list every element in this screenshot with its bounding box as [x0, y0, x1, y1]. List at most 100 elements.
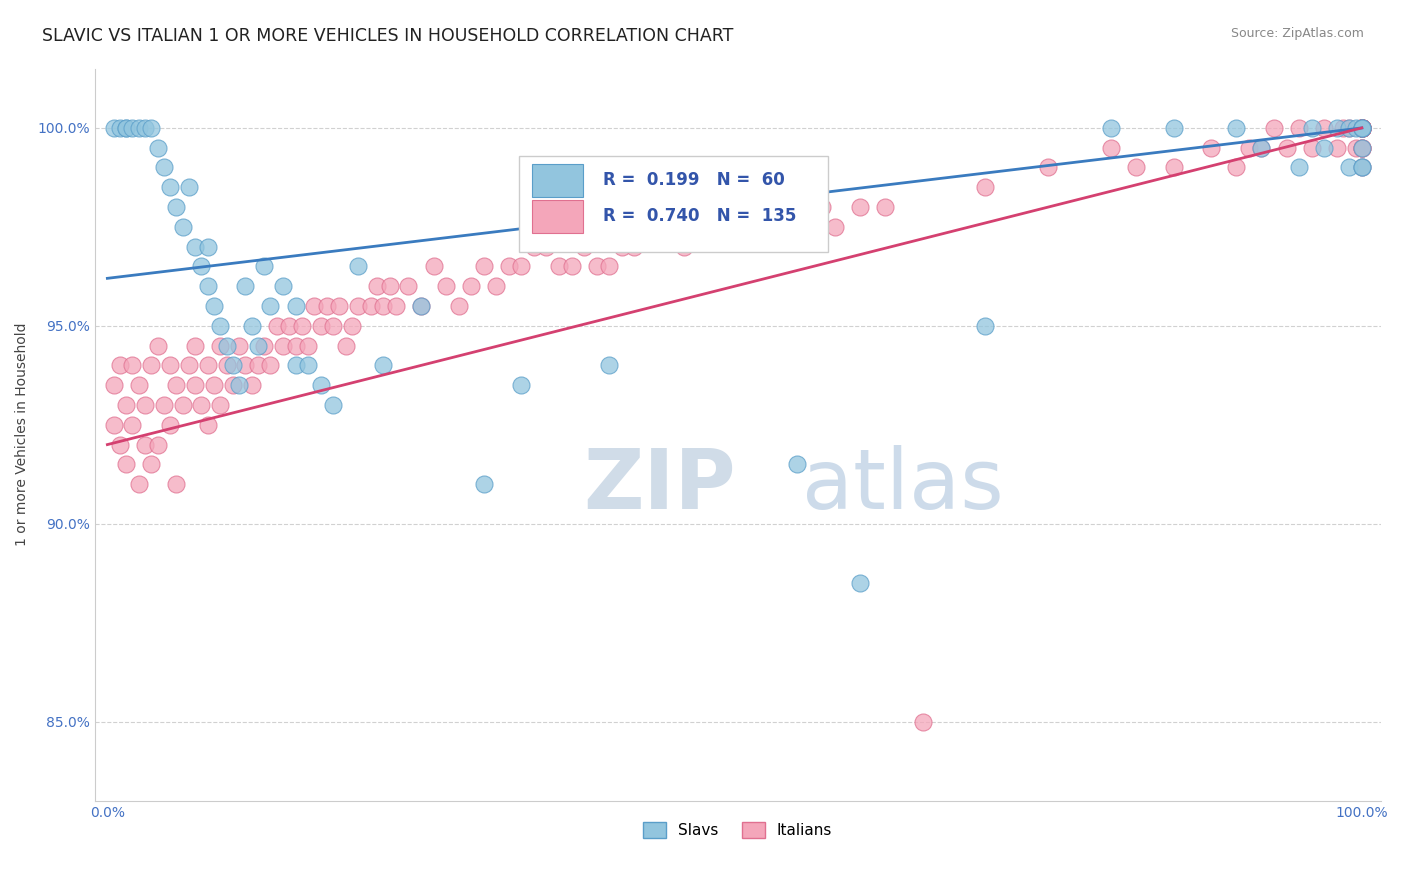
Point — [1351, 120, 1374, 135]
Point — [1351, 120, 1374, 135]
Point — [128, 477, 150, 491]
Point — [1351, 120, 1374, 135]
Point — [309, 378, 332, 392]
Point — [284, 299, 307, 313]
Point — [1351, 120, 1374, 135]
Point — [824, 219, 846, 234]
Point — [460, 279, 482, 293]
Point — [128, 120, 150, 135]
Point — [322, 398, 344, 412]
Point — [723, 200, 745, 214]
Point — [297, 359, 319, 373]
Point — [1275, 141, 1298, 155]
Point — [121, 417, 143, 432]
Point — [434, 279, 457, 293]
Point — [284, 338, 307, 352]
Point — [1351, 120, 1374, 135]
Point — [1351, 120, 1374, 135]
Point — [648, 219, 671, 234]
Point — [360, 299, 382, 313]
Point — [202, 378, 225, 392]
Point — [165, 477, 187, 491]
Point — [1351, 120, 1374, 135]
Legend: Slavs, Italians: Slavs, Italians — [637, 816, 838, 845]
Point — [1326, 120, 1348, 135]
Point — [322, 318, 344, 333]
Point — [134, 120, 156, 135]
Point — [1201, 141, 1223, 155]
Point — [1351, 120, 1374, 135]
Text: Source: ZipAtlas.com: Source: ZipAtlas.com — [1230, 27, 1364, 40]
Point — [1339, 120, 1361, 135]
FancyBboxPatch shape — [531, 201, 583, 234]
Point — [278, 318, 301, 333]
Point — [748, 219, 770, 234]
Point — [1288, 120, 1310, 135]
Point — [849, 200, 872, 214]
Point — [409, 299, 432, 313]
Point — [498, 260, 520, 274]
Point — [1344, 141, 1367, 155]
Point — [1351, 120, 1374, 135]
Point — [849, 576, 872, 591]
Point — [510, 378, 533, 392]
Point — [209, 318, 232, 333]
Point — [184, 338, 207, 352]
Point — [228, 378, 250, 392]
Point — [115, 458, 138, 472]
Point — [121, 120, 143, 135]
Point — [159, 417, 181, 432]
Point — [1351, 141, 1374, 155]
Point — [366, 279, 388, 293]
Point — [735, 200, 758, 214]
Point — [146, 338, 169, 352]
Point — [197, 417, 219, 432]
Point — [1351, 120, 1374, 135]
Point — [447, 299, 470, 313]
Point — [623, 240, 645, 254]
Point — [153, 398, 176, 412]
Point — [146, 437, 169, 451]
FancyBboxPatch shape — [531, 164, 583, 196]
Point — [315, 299, 337, 313]
Point — [711, 219, 734, 234]
Point — [373, 299, 395, 313]
Point — [1099, 120, 1122, 135]
Point — [340, 318, 363, 333]
Point — [134, 398, 156, 412]
Point — [184, 240, 207, 254]
Point — [103, 378, 125, 392]
Point — [128, 378, 150, 392]
Point — [636, 219, 658, 234]
Y-axis label: 1 or more Vehicles in Household: 1 or more Vehicles in Household — [15, 323, 30, 547]
Point — [190, 260, 212, 274]
Point — [1038, 161, 1060, 175]
Point — [172, 398, 194, 412]
Point — [235, 279, 257, 293]
Point — [103, 120, 125, 135]
Point — [385, 299, 408, 313]
Text: ZIP: ZIP — [583, 445, 735, 526]
Point — [1339, 161, 1361, 175]
Point — [134, 437, 156, 451]
Point — [911, 714, 934, 729]
Point — [1351, 120, 1374, 135]
Point — [1351, 120, 1374, 135]
Point — [1099, 141, 1122, 155]
Point — [115, 120, 138, 135]
Point — [141, 458, 163, 472]
Point — [378, 279, 401, 293]
Point — [197, 359, 219, 373]
Point — [1163, 120, 1185, 135]
Point — [172, 219, 194, 234]
Point — [1351, 120, 1374, 135]
Point — [1163, 161, 1185, 175]
Point — [472, 260, 495, 274]
Point — [215, 338, 238, 352]
Point — [1351, 161, 1374, 175]
Point — [1225, 161, 1247, 175]
Point — [240, 378, 263, 392]
Point — [1351, 161, 1374, 175]
Point — [673, 240, 696, 254]
Point — [1351, 141, 1374, 155]
